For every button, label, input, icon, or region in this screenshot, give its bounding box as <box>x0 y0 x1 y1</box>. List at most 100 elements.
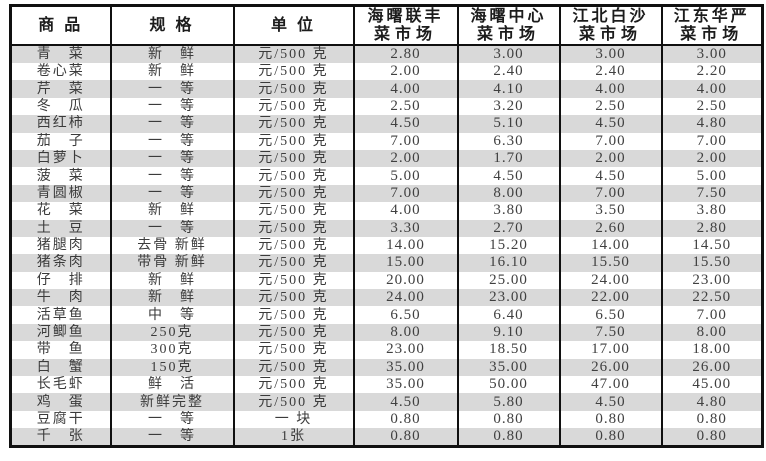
product-cell: 白萝卜 <box>36 151 85 167</box>
price-cell-lianfeng: 23.00 <box>352 341 458 359</box>
price-cell-zhongxin: 9.10 <box>456 323 560 342</box>
unit-cell: 元/500 克 <box>232 289 354 307</box>
price-cell-baisha: 17.00 <box>558 341 662 359</box>
price-cell-zhongxin: 8.00 <box>456 184 560 203</box>
spec-cell: 新 鲜 <box>109 45 234 63</box>
table-row: 鸡 蛋新鲜完整 元/500 克 4.50 5.80 4.50 4.80 <box>10 393 763 411</box>
price-cell-huayan: 7.00 <box>660 306 763 324</box>
price-cell-zhongxin: 18.50 <box>456 341 560 359</box>
market-name-line2: 菜市场 <box>680 25 744 43</box>
price-cell-lianfeng: 5.00 <box>352 167 458 185</box>
table-row: 带 鱼 300克 元/500 克 23.00 18.50 17.00 18.00 <box>10 341 763 359</box>
spec-cell: 一 等 <box>109 97 234 116</box>
price-cell-baisha: 2.50 <box>558 97 662 116</box>
product-cell: 牛 肉 <box>36 290 85 306</box>
product-cell: 冬 瓜 <box>36 98 85 114</box>
table-row: 白 蟹 150克 元/500 克 35.00 35.00 26.00 26.00 <box>10 358 763 377</box>
market-name-line1: 海曙中心 <box>470 7 547 25</box>
unit-cell: 元/500 克 <box>232 97 354 116</box>
price-cell-lianfeng: 14.00 <box>352 236 458 255</box>
spec-cell: 去骨 新鲜 <box>109 236 234 255</box>
unit-cell: 元/500 克 <box>232 149 354 168</box>
market-name-line1: 江北白沙 <box>572 7 649 25</box>
price-cell-baisha: 7.50 <box>558 323 662 342</box>
price-cell-lianfeng: 4.00 <box>352 80 458 98</box>
table-row: 猪条肉 带骨 新鲜 元/500 克 15.00 16.10 15.50 15.50 <box>10 254 763 272</box>
price-cell-baisha: 0.80 <box>558 410 662 429</box>
price-cell-lianfeng: 4.50 <box>352 393 458 411</box>
table-row: 长毛虾 鲜 活元/500 克 35.00 50.00 47.00 45.00 <box>10 376 763 394</box>
table-row: 豆腐干一 等一 块 0.80 0.80 0.80 0.80 <box>10 410 763 429</box>
table-row: 卷心菜新 鲜元/500 克 2.00 2.40 2.40 2.20 <box>10 63 763 81</box>
product-cell: 芹 菜 <box>36 81 85 97</box>
price-cell-baisha: 6.50 <box>558 306 662 324</box>
price-cell-baisha: 24.00 <box>558 271 662 290</box>
market-name-line2: 菜市场 <box>578 25 642 43</box>
price-cell-lianfeng: 15.00 <box>352 254 458 272</box>
market-price-table: 商 品 规 格 单 位 海曙联丰 菜市场 海曙中心 菜市场 江北白沙 菜市场 江… <box>9 4 764 449</box>
spec-cell: 一 等 <box>109 184 234 203</box>
price-cell-huayan: 2.00 <box>660 149 763 168</box>
price-cell-huayan: 2.80 <box>660 219 763 237</box>
spec-cell: 250克 <box>109 323 234 342</box>
header-row: 商 品 规 格 单 位 海曙联丰 菜市场 海曙中心 菜市场 江北白沙 菜市场 江… <box>10 5 763 46</box>
col-header-market-lianfeng: 海曙联丰 菜市场 <box>352 5 458 46</box>
price-cell-baisha: 47.00 <box>558 376 662 394</box>
price-cell-baisha: 2.40 <box>558 63 662 81</box>
product-cell: 卷心菜 <box>36 64 85 80</box>
unit-cell: 元/500 克 <box>232 167 354 185</box>
price-cell-lianfeng: 2.80 <box>352 45 458 63</box>
spec-cell: 一 等 <box>109 149 234 168</box>
product-cell: 活草鱼 <box>36 307 85 323</box>
price-cell-huayan: 18.00 <box>660 341 763 359</box>
price-cell-zhongxin: 1.70 <box>456 149 560 168</box>
price-cell-lianfeng: 7.00 <box>352 132 458 150</box>
table-row: 河鲫鱼 250克 元/500 克 8.00 9.10 7.50 8.00 <box>10 323 763 342</box>
col-header-product: 商 品 <box>10 5 111 46</box>
col-header-unit-label: 单 位 <box>270 16 316 34</box>
price-cell-zhongxin: 4.10 <box>456 80 560 98</box>
spec-cell: 带骨 新鲜 <box>109 254 234 272</box>
product-cell: 猪条肉 <box>36 255 85 271</box>
unit-cell: 元/500 克 <box>232 254 354 272</box>
price-cell-baisha: 4.50 <box>558 115 662 133</box>
price-cell-huayan: 26.00 <box>660 358 763 377</box>
spec-cell: 新 鲜 <box>109 202 234 220</box>
table-row: 仔 排 新 鲜元/500 克 20.00 25.00 24.00 23.00 <box>10 271 763 290</box>
product-cell: 白 蟹 <box>36 359 85 375</box>
table-row: 千 张一 等 1张 0.80 0.80 0.80 0.80 <box>10 428 763 447</box>
col-header-market-zhongxin: 海曙中心 菜市场 <box>456 5 560 46</box>
price-cell-lianfeng: 4.50 <box>352 115 458 133</box>
product-cell: 土 豆 <box>36 220 85 236</box>
price-cell-zhongxin: 15.20 <box>456 236 560 255</box>
price-cell-zhongxin: 25.00 <box>456 271 560 290</box>
product-cell: 豆腐干 <box>36 412 85 427</box>
spec-cell: 一 等 <box>109 115 234 133</box>
price-cell-huayan: 23.00 <box>660 271 763 290</box>
product-cell: 菠 菜 <box>36 168 85 184</box>
price-cell-zhongxin: 6.30 <box>456 132 560 150</box>
col-header-product-label: 商 品 <box>38 16 84 34</box>
price-cell-zhongxin: 3.20 <box>456 97 560 116</box>
table-row: 茄 子一 等元/500 克 7.00 6.30 7.00 7.00 <box>10 132 763 150</box>
price-cell-huayan: 2.50 <box>660 97 763 116</box>
col-header-spec-label: 规 格 <box>149 16 195 34</box>
table-row: 芹 菜一 等元/500 克 4.00 4.10 4.00 4.00 <box>10 80 763 98</box>
price-cell-zhongxin: 23.00 <box>456 289 560 307</box>
price-cell-huayan: 5.00 <box>660 167 763 185</box>
price-cell-lianfeng: 2.00 <box>352 149 458 168</box>
table-body: 青 菜新 鲜元/500 克 2.80 3.00 3.00 3.00 卷心菜新 鲜元/500… <box>10 45 763 447</box>
price-cell-baisha: 0.80 <box>558 428 662 447</box>
table-row: 花 菜新 鲜元/500 克 4.00 3.80 3.50 3.80 <box>10 202 763 220</box>
price-cell-lianfeng: 3.30 <box>352 219 458 237</box>
unit-cell: 元/500 克 <box>232 115 354 133</box>
price-cell-baisha: 4.00 <box>558 80 662 98</box>
unit-cell: 元/500 克 <box>232 63 354 81</box>
price-cell-huayan: 0.80 <box>660 410 763 429</box>
price-cell-huayan: 7.50 <box>660 184 763 203</box>
unit-cell: 元/500 克 <box>232 376 354 394</box>
product-cell: 仔 排 <box>36 272 85 288</box>
product-cell: 千 张 <box>36 429 85 445</box>
price-cell-zhongxin: 5.80 <box>456 393 560 411</box>
unit-cell: 元/500 克 <box>232 306 354 324</box>
